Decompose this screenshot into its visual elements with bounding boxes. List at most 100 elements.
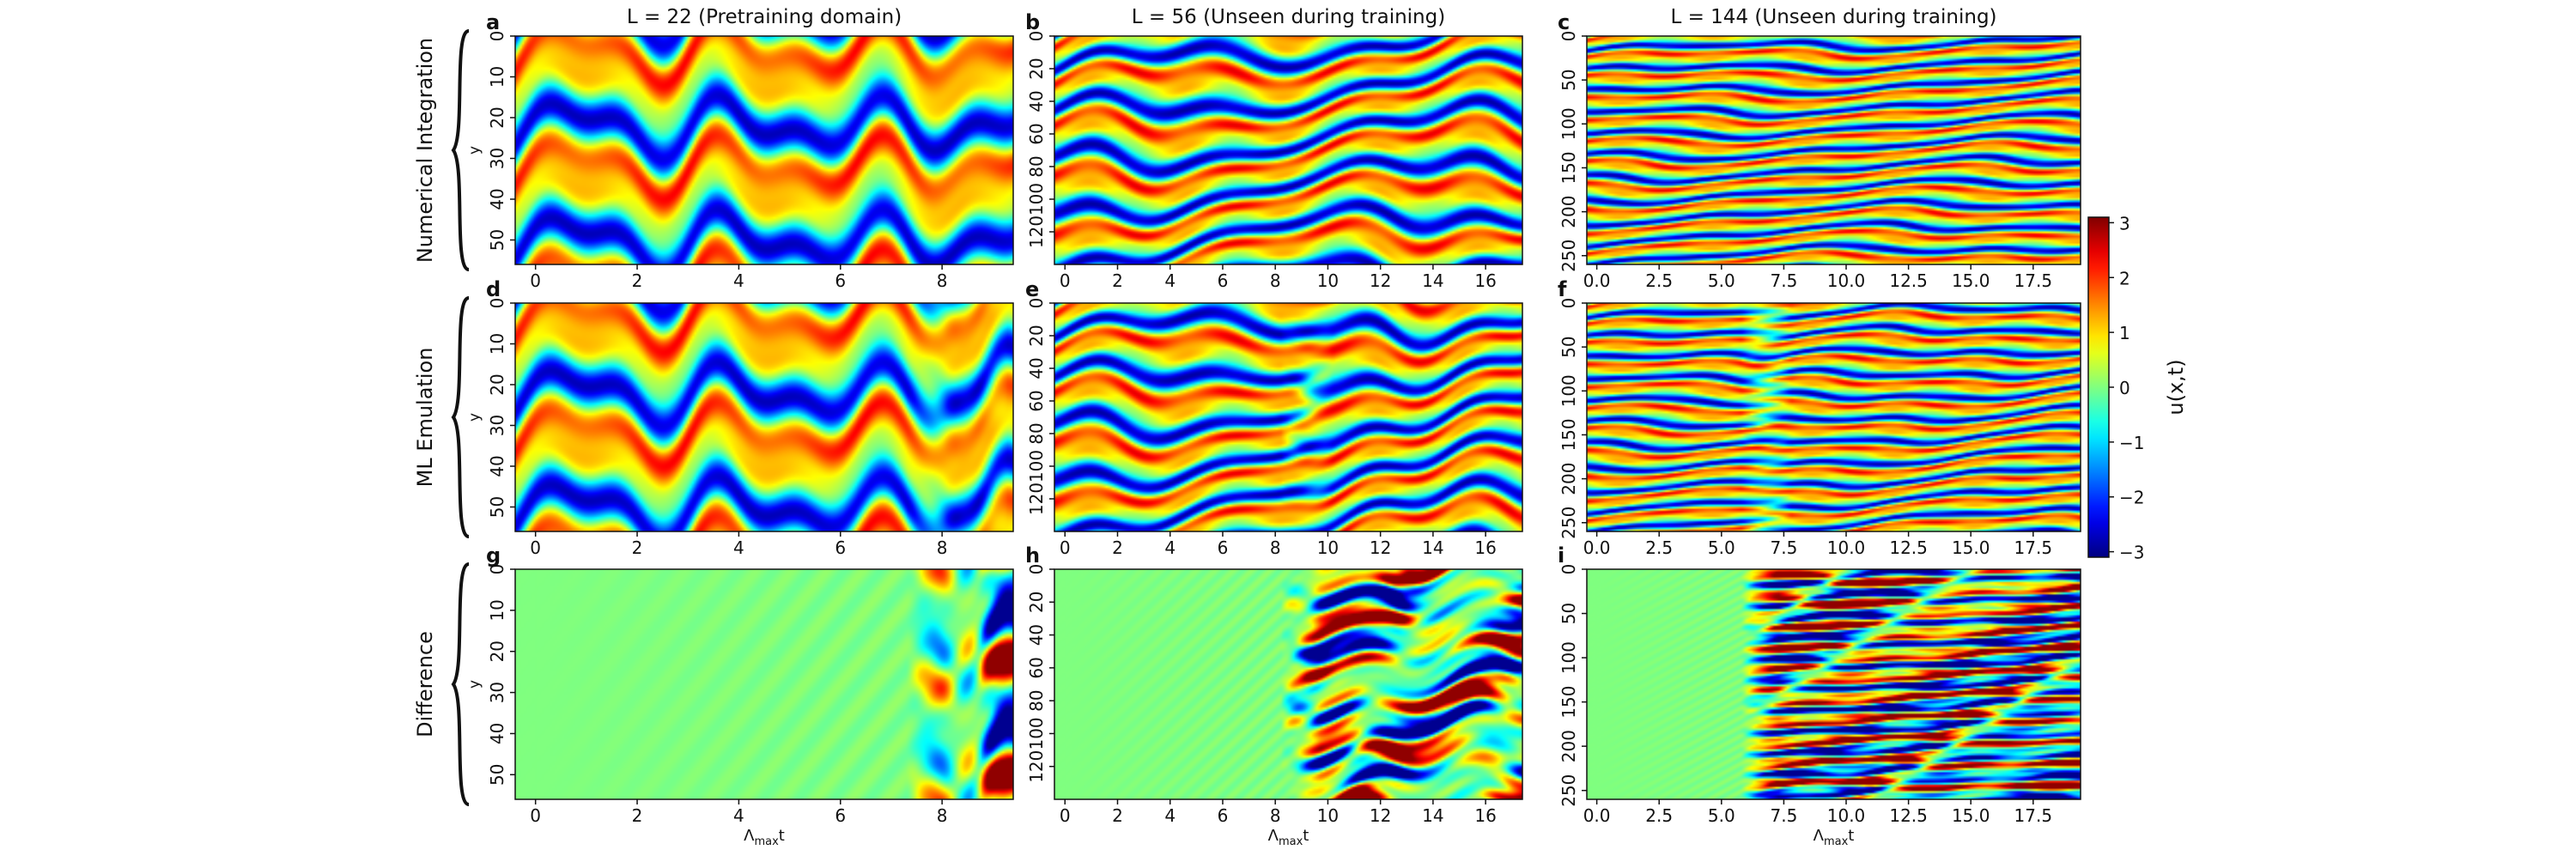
x-tick-label: 2.5 (1645, 805, 1673, 826)
x-axis-label-main: Λ (744, 827, 755, 845)
y-tick-label: 200 (1558, 730, 1579, 762)
x-tick-label: 8 (1270, 537, 1281, 558)
colorbar-tick-label: −1 (2119, 433, 2144, 453)
heatmap-panel: f 0.0 2.5 5.0 7.5 10.0 12.5 15.0 17.5 0 50 100 150 20… (1558, 277, 2081, 558)
x-tick-label: 2 (1112, 805, 1123, 826)
x-tick-label: 8 (937, 805, 948, 826)
colorbar-tick-label: −3 (2119, 543, 2144, 563)
y-tick-label: 100 (1558, 374, 1579, 407)
y-tick-label: 30 (487, 682, 507, 703)
panel-letter: h (1025, 543, 1040, 568)
y-tick-label: 20 (487, 106, 507, 128)
y-axis-label: y (466, 413, 483, 422)
x-tick-label: 12.5 (1889, 270, 1928, 291)
x-tick-label: 15.0 (1952, 805, 1990, 826)
column-title: L = 144 (Unseen during training) (1670, 6, 1996, 28)
x-tick-label: 2 (632, 805, 643, 826)
y-tick-label: 250 (1558, 774, 1579, 807)
x-axis-label-main: Λ (1814, 827, 1825, 845)
x-tick-label: 15.0 (1952, 537, 1990, 558)
x-tick-label: 4 (733, 270, 744, 291)
x-tick-label: 0 (1060, 537, 1071, 558)
x-tick-label: 2 (1112, 537, 1123, 558)
y-tick-label: 100 (1558, 641, 1579, 674)
x-tick-label: 0 (1060, 805, 1071, 826)
x-axis-label: Λmaxt (1814, 827, 1855, 848)
x-tick-label: 2.5 (1645, 270, 1673, 291)
y-tick-label: 40 (487, 723, 507, 744)
heatmap-image (1587, 36, 2081, 264)
x-axis-label-sub: max (1824, 835, 1849, 848)
x-tick-label: 4 (733, 805, 744, 826)
heatmap-image (1054, 569, 1522, 799)
y-tick-label: 60 (1026, 657, 1047, 678)
y-tick-label: 100 (1026, 450, 1047, 483)
y-tick-label: 40 (1026, 357, 1047, 379)
y-tick-label: 0 (487, 564, 507, 575)
y-tick-label: 50 (487, 496, 507, 518)
x-axis-label-main: Λ (1268, 827, 1279, 845)
y-tick-label: 40 (1026, 624, 1047, 646)
x-tick-label: 4 (733, 537, 744, 558)
x-tick-label: 6 (1218, 805, 1229, 826)
panel-letter: d (486, 277, 501, 301)
y-tick-label: 200 (1558, 196, 1579, 228)
x-tick-label: 2 (632, 537, 643, 558)
row-brace (451, 29, 470, 271)
x-tick-label: 17.5 (2014, 270, 2053, 291)
x-tick-label: 6 (1218, 537, 1229, 558)
colorbar-tick-label: 1 (2119, 323, 2130, 343)
row-brace (451, 296, 470, 538)
x-tick-label: 10.0 (1827, 270, 1866, 291)
y-tick-label: 0 (487, 31, 507, 42)
y-tick-label: 80 (1026, 155, 1047, 177)
y-tick-label: 0 (1558, 298, 1579, 309)
panel-letter: f (1558, 277, 1567, 301)
row-label: Difference (413, 631, 437, 738)
x-axis-label-tail: t (1848, 827, 1854, 845)
x-tick-label: 7.5 (1771, 805, 1798, 826)
x-tick-label: 17.5 (2014, 537, 2053, 558)
y-tick-label: 50 (1558, 69, 1579, 90)
y-axis-label: y (466, 146, 483, 155)
heatmap-image (1587, 569, 2081, 799)
heatmap-image (515, 303, 1013, 531)
panel-letter: i (1558, 543, 1564, 568)
y-tick-label: 50 (1558, 336, 1579, 357)
x-tick-label: 6 (835, 270, 846, 291)
panel-frame (1054, 302, 1523, 532)
x-tick-label: 2 (632, 270, 643, 291)
heatmap-image (1587, 303, 2081, 531)
x-tick-label: 0 (530, 805, 541, 826)
y-axis-label: y (466, 680, 483, 689)
x-tick-label: 8 (937, 537, 948, 558)
y-tick-label: 150 (1558, 686, 1579, 719)
x-tick-label: 6 (1218, 270, 1229, 291)
x-tick-label: 10.0 (1827, 537, 1866, 558)
x-tick-label: 0 (530, 537, 541, 558)
x-tick-label: 8 (1270, 270, 1281, 291)
x-tick-label: 10.0 (1827, 805, 1866, 826)
x-axis-label: Λmaxt (1268, 827, 1309, 848)
x-tick-label: 14 (1422, 270, 1443, 291)
heatmap-image (1054, 303, 1522, 531)
y-tick-label: 30 (487, 415, 507, 436)
y-tick-label: 80 (1026, 422, 1047, 444)
y-tick-label: 20 (1026, 592, 1047, 613)
x-tick-label: 16 (1474, 537, 1496, 558)
y-tick-label: 250 (1558, 507, 1579, 539)
row-brace (451, 562, 470, 806)
panel-frame (1054, 568, 1523, 800)
heatmap-panel: c 0.0 2.5 5.0 7.5 10.0 12.5 15.0 17.5 0 50 100 150 20… (1558, 10, 2081, 291)
heatmap-image (515, 569, 1013, 799)
panel-frame (514, 35, 1014, 265)
panel-letter: a (486, 10, 500, 34)
y-tick-label: 100 (1558, 107, 1579, 140)
x-tick-label: 0.0 (1583, 270, 1611, 291)
